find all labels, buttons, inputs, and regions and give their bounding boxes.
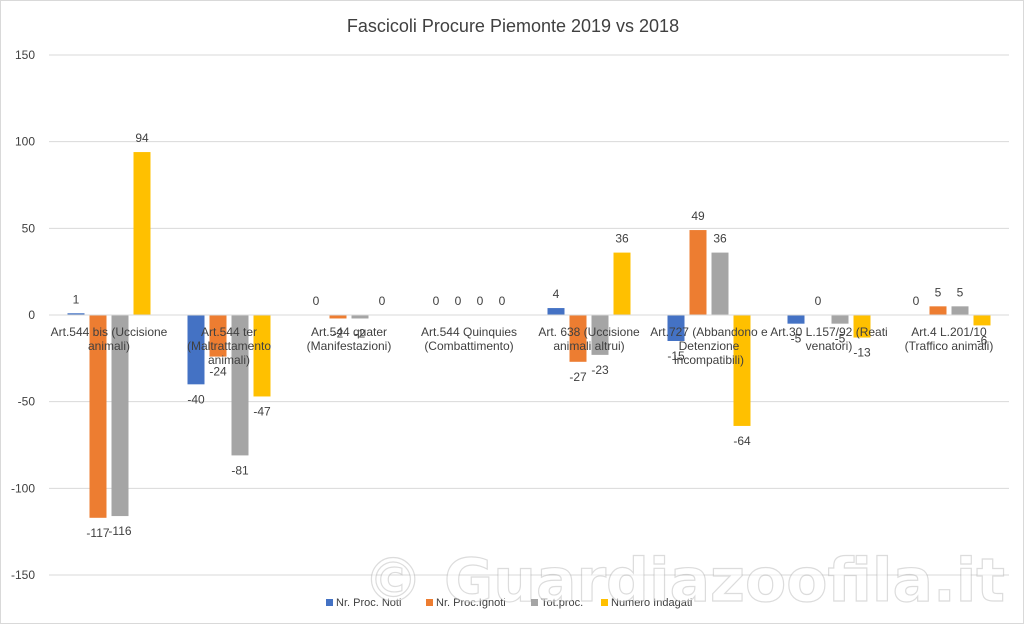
category-label: Art.544 ter (Maltrattamento animali) <box>187 325 271 367</box>
bar <box>111 315 129 517</box>
bar <box>209 315 227 357</box>
data-label: -5 <box>835 332 846 346</box>
data-label: -117 <box>86 526 109 540</box>
data-label: -24 <box>209 365 227 379</box>
category-label: Art.4 L.201/10 (Traffico animali) <box>905 325 994 353</box>
bar <box>253 315 271 397</box>
bar <box>569 315 587 362</box>
data-label: -13 <box>853 346 871 360</box>
bar <box>831 315 849 324</box>
legend-item: Nr. Proc.Ignoti <box>426 597 506 609</box>
y-tick-label: -150 <box>11 568 35 582</box>
data-label: -40 <box>187 392 205 406</box>
watermark: © Guardiazoofila.it <box>363 546 1005 616</box>
category-label: Art.727 (Abbandono e Detenzione incompatib… <box>650 325 768 367</box>
data-label: -47 <box>253 404 271 418</box>
legend-swatch <box>326 599 333 606</box>
data-label: -15 <box>667 349 685 363</box>
bar <box>613 252 631 315</box>
data-label: 0 <box>815 294 822 308</box>
data-label: 0 <box>379 294 386 308</box>
data-label: 0 <box>499 294 506 308</box>
bar <box>929 306 947 315</box>
bar <box>667 315 685 341</box>
data-label: 94 <box>135 131 149 145</box>
category-label: Art.544 Quinquies (Combattimento) <box>421 325 517 353</box>
bar <box>787 315 805 324</box>
legend-label: Numero Indagati <box>611 597 692 609</box>
bar <box>351 315 369 319</box>
data-label: -116 <box>108 524 131 538</box>
y-axis-ticks: 150 100 50 0 -50 -100 -150 <box>11 48 35 582</box>
data-label: 5 <box>957 285 964 299</box>
legend-item: Nr. Proc. Noti <box>326 597 401 609</box>
category-label: Art.544 quater (Manifestazioni) <box>307 325 392 353</box>
legend-item: Numero Indagati <box>601 597 692 609</box>
legend-swatch <box>426 599 433 606</box>
data-label: 1 <box>73 292 80 306</box>
legend-label: Nr. Proc. Noti <box>336 597 401 609</box>
bar <box>973 315 991 326</box>
y-tick-label: 150 <box>15 48 35 62</box>
legend-label: Nr. Proc.Ignoti <box>436 597 506 609</box>
bar <box>951 306 969 315</box>
y-tick-label: 0 <box>28 308 35 322</box>
data-label: 4 <box>553 287 560 301</box>
data-label: -5 <box>791 332 802 346</box>
data-labels: 1 -40 0 0 4 -15 -5 0 -117 -24 -2 0 -27 49 0 5 -116 -81 -2 0… <box>73 131 988 540</box>
y-tick-label: -100 <box>11 481 35 495</box>
chart-title: Fascicoli Procure Piemonte 2019 vs 2018 <box>347 16 679 36</box>
category-label: Art.544 bis (Uccisione animali) <box>51 325 168 353</box>
data-label: -23 <box>591 363 609 377</box>
category-labels: Art.544 bis (Uccisione animali) Art.544 te… <box>51 325 994 367</box>
data-label: 36 <box>713 232 727 246</box>
data-label: 0 <box>913 294 920 308</box>
bar <box>231 315 249 456</box>
bar <box>67 313 85 315</box>
data-label: 0 <box>477 294 484 308</box>
bar <box>711 252 729 315</box>
data-label: -81 <box>231 463 249 477</box>
data-label: -27 <box>569 370 587 384</box>
bar <box>733 315 751 426</box>
bars <box>67 152 991 518</box>
bar <box>133 152 151 315</box>
bar <box>591 315 609 355</box>
data-label: 0 <box>313 294 320 308</box>
data-label: -2 <box>333 326 344 340</box>
legend-item: Tot.proc. <box>531 597 583 609</box>
data-label: 0 <box>455 294 462 308</box>
legend: Nr. Proc. Noti Nr. Proc.Ignoti Tot.proc. Nu… <box>326 597 692 609</box>
bar <box>689 230 707 315</box>
bar <box>89 315 107 518</box>
data-label: 49 <box>691 209 705 223</box>
bar <box>329 315 347 319</box>
data-label: -2 <box>355 326 366 340</box>
data-label: -6 <box>977 333 988 347</box>
legend-swatch <box>601 599 608 606</box>
data-label: -64 <box>733 434 751 448</box>
category-label: Art.30 L.157/92 (Reati venatori) <box>770 325 887 353</box>
gridlines <box>49 54 1009 576</box>
category-label: Art. 638 (Uccisione animali altrui) <box>538 325 640 353</box>
y-tick-label: 100 <box>15 135 35 149</box>
legend-swatch <box>531 599 538 606</box>
bar <box>187 315 205 385</box>
data-label: 0 <box>433 294 440 308</box>
bar <box>547 308 565 315</box>
legend-label: Tot.proc. <box>541 597 583 609</box>
bar <box>853 315 871 338</box>
data-label: 5 <box>935 285 942 299</box>
data-label: 36 <box>615 232 629 246</box>
y-tick-label: -50 <box>18 395 36 409</box>
y-tick-label: 50 <box>22 221 36 235</box>
